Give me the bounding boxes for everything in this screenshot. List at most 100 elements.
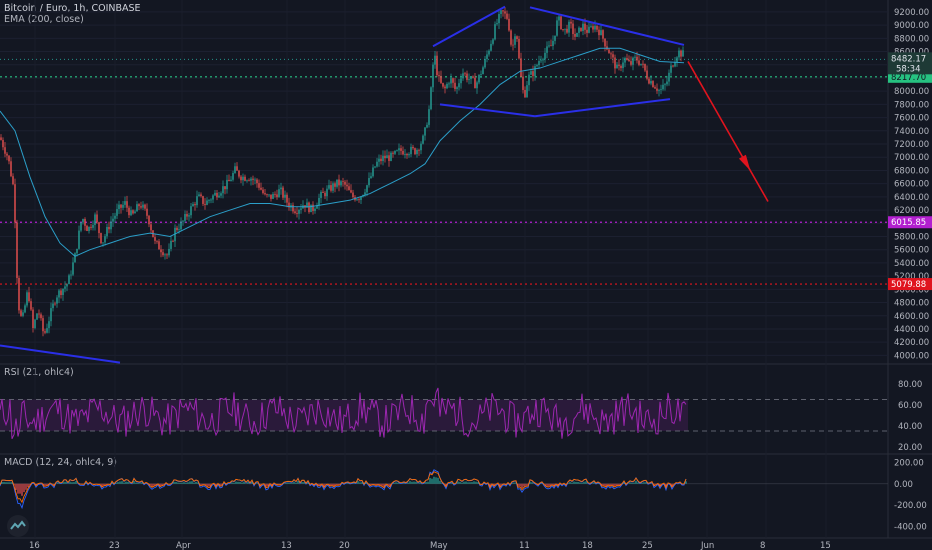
macd-histogram-bar [425,482,427,484]
candle-body [118,204,120,210]
candle-body [678,50,680,58]
macd-histogram-bar [105,483,107,486]
macd-histogram-bar [569,481,571,484]
candle-body [92,224,94,228]
candle-body [572,23,574,35]
candle-body [74,253,76,263]
candle-body [474,77,476,89]
candle-body [250,178,252,181]
macd-histogram-bar [659,483,661,487]
candle-body [646,70,648,79]
macd-histogram-bar [413,481,415,484]
y-tick-label: 4200.00 [894,338,929,348]
tradingview-logo-icon [7,515,29,537]
candle-body [568,21,570,33]
rsi-indicator-label[interactable]: RSI (21, ohlc4) [4,367,74,378]
candle-body [664,84,666,86]
y-tick-label: 8000.00 [894,87,929,97]
candle-body [290,205,292,208]
candle-body [170,240,172,249]
macd-histogram-bar [259,483,261,486]
candle-body [48,321,50,329]
macd-histogram-bar [35,483,37,486]
level-badge-red-bg [888,278,932,291]
macd-histogram-bar [629,482,631,484]
macd-histogram-bar [529,481,531,484]
macd-histogram-bar [547,483,549,487]
candle-body [468,79,470,80]
candle-body [498,13,500,24]
candle-body [538,61,540,66]
macd-histogram-bar [293,481,295,484]
candle-body [676,57,678,63]
candle-body [208,200,210,201]
macd-histogram-bar [161,483,163,486]
macd-histogram-bar [439,480,441,484]
candle-body [198,194,200,197]
y-tick-label: 5400.00 [894,259,929,269]
macd-histogram-bar [477,482,479,484]
candle-body [204,203,206,205]
candle-body [212,195,214,200]
y-tick-label: 4400.00 [894,325,929,335]
candle-body [206,200,208,205]
macd-histogram-bar [645,482,647,484]
candle-body [364,192,366,195]
candle-body [610,53,612,55]
macd-histogram-bar [45,483,47,486]
candle-body [582,23,584,31]
macd-histogram-bar [379,483,381,486]
candle-body [558,16,560,21]
x-tick-label: 13 [281,541,292,550]
macd-histogram-bar [159,483,161,487]
macd-histogram-bar [465,481,467,484]
macd-histogram-bar [57,482,59,484]
ema-line [0,47,685,257]
macd-histogram-bar [609,483,611,486]
candle-body [102,242,104,244]
candle-body [120,204,122,208]
rsi-tick-label: 20.00 [898,443,922,453]
macd-histogram-bar [585,481,587,484]
candle-body [338,179,340,186]
candle-body [356,199,358,201]
candle-body [418,149,420,151]
macd-histogram-bar [117,482,119,484]
candle-body [64,286,66,289]
ema-indicator-label[interactable]: EMA (200, close) [4,14,84,25]
candle-body [540,60,542,62]
candle-body [122,204,124,208]
forecast-arrow [687,61,769,202]
macd-histogram-bar [467,482,469,484]
candle-body [576,32,578,37]
candle-body [18,277,20,311]
candle-body [380,158,382,162]
candle-body [38,313,40,315]
candle-body [114,215,116,219]
macd-histogram-bar [267,483,269,487]
candle-body [596,25,598,30]
candle-body [682,50,684,57]
candle-body [210,199,212,201]
macd-signal-line [0,471,687,504]
candle-body [466,73,468,80]
x-tick-label: 15 [820,541,831,550]
candle-body [584,23,586,30]
macd-indicator-label[interactable]: MACD (12, 24, ohlc4, 9) [4,457,117,468]
candle-body [382,155,384,162]
candle-body [164,254,166,256]
candle-body [672,65,674,67]
candle-body [258,183,260,188]
macd-histogram-bar [103,483,105,486]
macd-histogram-bar [65,481,67,484]
candle-body [428,109,430,125]
macd-histogram-bar [545,483,547,486]
candle-body [662,84,664,90]
candle-body [66,284,68,287]
macd-histogram-bar [207,483,209,487]
macd-histogram-bar [613,483,615,487]
macd-histogram-bar [515,482,517,484]
candle-body [50,308,52,322]
candle-body [318,197,320,206]
